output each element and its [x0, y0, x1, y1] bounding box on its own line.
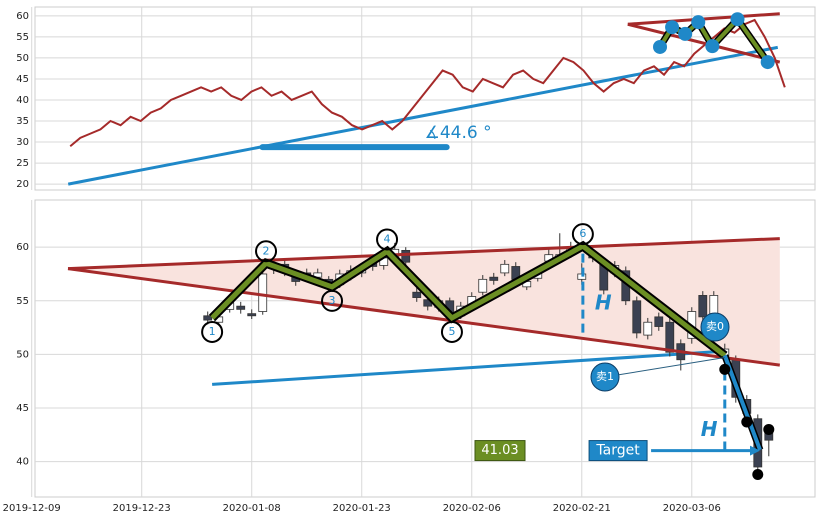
triangle-edge	[67, 267, 780, 367]
pattern-label-circle	[321, 289, 344, 312]
y-tick-label: 45	[16, 403, 29, 414]
x-tick-label: 2020-02-06	[443, 503, 501, 514]
pattern-dot	[730, 12, 745, 27]
y-tick-label: 60	[16, 11, 29, 22]
sell-label: 卖0	[706, 320, 724, 333]
sell-connector	[604, 356, 725, 378]
h-label: H	[701, 417, 718, 441]
breakout-line	[722, 354, 762, 451]
pattern-label-circle	[440, 320, 463, 343]
y-tick-label: 60	[16, 242, 29, 253]
trend-line	[212, 349, 725, 386]
point	[741, 416, 753, 428]
pattern-dot	[678, 26, 693, 41]
candle-body	[478, 278, 488, 293]
candle-body	[709, 295, 719, 315]
candle-body	[643, 321, 653, 336]
y-tick-label: 35	[16, 116, 29, 127]
boundary-line	[627, 22, 781, 64]
target-label: Target	[595, 443, 640, 459]
candle-body	[489, 276, 499, 281]
x-tick-label: 2019-12-23	[113, 503, 171, 514]
sell-marker	[590, 362, 620, 392]
pattern-label: 3	[329, 294, 336, 307]
y-tick-label: 50	[16, 53, 29, 64]
candle-body	[698, 295, 708, 318]
pattern-dot	[705, 39, 720, 54]
x-tick-label: 2020-02-21	[553, 503, 611, 514]
top-panel	[34, 6, 816, 191]
y-tick-label: 25	[16, 158, 29, 169]
pattern-dot	[665, 20, 680, 35]
pattern-dot	[691, 15, 706, 30]
angle-label: ∡44.6 °	[425, 123, 492, 143]
candle-body	[401, 249, 411, 263]
pattern-label-circle	[571, 223, 594, 246]
target-box	[588, 440, 648, 462]
pattern-dot	[653, 39, 668, 54]
triangle-edge	[67, 237, 780, 271]
y-tick-label: 20	[16, 179, 29, 190]
y-tick-label: 40	[16, 457, 29, 468]
point	[752, 468, 764, 480]
candle-body	[500, 263, 510, 274]
candle-body	[632, 300, 642, 334]
sell-label: 卖1	[596, 370, 614, 383]
candle-body	[665, 321, 675, 353]
pattern-label-circle	[201, 320, 224, 343]
y-tick-label: 30	[16, 137, 29, 148]
candle-body	[203, 315, 213, 321]
pattern-label: 5	[448, 325, 455, 338]
value-box	[474, 440, 526, 462]
pattern-label-circle	[255, 240, 278, 263]
pattern-label: 1	[209, 325, 216, 338]
sell-marker	[700, 312, 730, 342]
y-tick-label: 55	[16, 296, 29, 307]
point	[719, 363, 731, 375]
y-tick-label: 40	[16, 95, 29, 106]
candle-body	[236, 305, 246, 310]
pattern-line	[210, 243, 727, 358]
candle-body	[654, 316, 664, 327]
pattern-label-circle	[376, 228, 399, 251]
pattern-label: 6	[579, 227, 586, 240]
candle-body	[412, 291, 422, 298]
h-label: H	[595, 290, 612, 314]
x-tick-label: 2020-01-08	[223, 503, 281, 514]
pattern-dot	[760, 55, 775, 70]
x-tick-label: 2019-12-09	[3, 503, 61, 514]
pattern-label: 2	[263, 244, 270, 257]
candle-body	[247, 313, 257, 317]
pattern-label: 4	[384, 232, 391, 245]
x-tick-label: 2020-01-23	[333, 503, 391, 514]
x-tick-label: 2020-03-06	[663, 503, 721, 514]
point	[763, 423, 775, 435]
y-tick-label: 50	[16, 349, 29, 360]
price-line	[69, 18, 786, 148]
y-tick-label: 55	[16, 32, 29, 43]
target-value: 41.03	[481, 443, 518, 458]
candle-body	[258, 273, 268, 312]
arrow-head	[749, 445, 760, 456]
y-tick-label: 45	[16, 74, 29, 85]
